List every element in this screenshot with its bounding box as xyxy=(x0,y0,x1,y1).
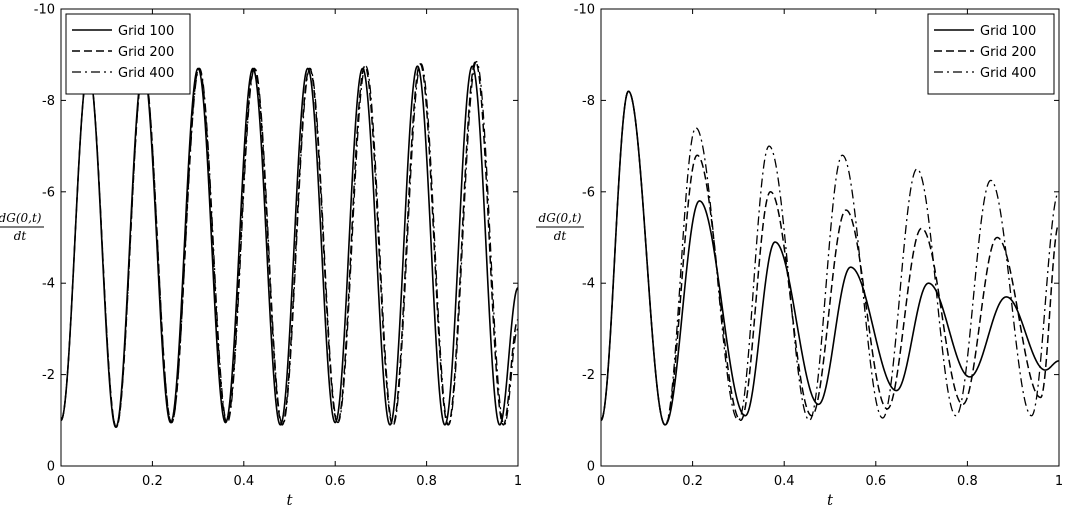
x-tick-label: 0.4 xyxy=(774,474,795,489)
y-axis-label-denominator: dt xyxy=(554,229,567,243)
legend-entry-label: Grid 100 xyxy=(980,24,1036,39)
x-tick-label: 0.8 xyxy=(957,474,978,489)
left-chart-panel: 0 0.2 0.4 0.6 0.8 1 0 -2 -4 -6 -8 -10 t dG(0,t) dt Grid… xyxy=(0,3,522,509)
y-tick-label: -4 xyxy=(42,277,55,292)
legend-entry-label: Grid 400 xyxy=(118,66,174,81)
y-tick-label: -10 xyxy=(34,3,55,18)
plot-frame xyxy=(600,8,1060,467)
series-group xyxy=(601,90,1059,426)
y-tick-label: -2 xyxy=(42,368,55,383)
legend-box xyxy=(927,13,1055,95)
x-tick-label: 0.8 xyxy=(416,474,437,489)
legend-entry-label: Grid 200 xyxy=(118,45,174,60)
x-tick-label: 0.6 xyxy=(325,474,346,489)
x-axis-label: t xyxy=(286,491,293,509)
y-axis-label-numerator: dG(0,t) xyxy=(539,211,582,225)
x-tick-label: 0.4 xyxy=(233,474,254,489)
right-chart-panel: 0 0.2 0.4 0.6 0.8 1 0 -2 -4 -6 -8 -10 t dG(0,t) dt Grid… xyxy=(536,3,1063,509)
legend-entry-label: Grid 200 xyxy=(980,45,1036,60)
x-tick-label: 0.6 xyxy=(865,474,886,489)
y-tick-label: -6 xyxy=(582,185,595,200)
legend-box xyxy=(65,13,191,95)
y-tick-label: 0 xyxy=(587,460,595,475)
series-line-grid-200 xyxy=(601,90,1059,426)
y-tick-label: -8 xyxy=(42,94,55,109)
x-axis-label: t xyxy=(827,491,834,509)
y-tick-label: 0 xyxy=(47,460,55,475)
y-axis-label-denominator: dt xyxy=(14,229,27,243)
y-tick-label: -8 xyxy=(582,94,595,109)
y-axis-label: dG(0,t) dt xyxy=(536,211,584,243)
legend-entry-label: Grid 100 xyxy=(118,24,174,39)
legend-entry-label: Grid 400 xyxy=(980,66,1036,81)
y-tick-label: -6 xyxy=(42,185,55,200)
y-axis-label: dG(0,t) dt xyxy=(0,211,44,243)
x-tick-label: 0.2 xyxy=(142,474,163,489)
y-axis-label-numerator: dG(0,t) xyxy=(0,211,42,225)
x-tick-label: 0 xyxy=(597,474,605,489)
x-tick-label: 1 xyxy=(1055,474,1063,489)
series-line-grid-400 xyxy=(61,60,518,428)
y-tick-label: -2 xyxy=(582,368,595,383)
y-tick-label: -4 xyxy=(582,277,595,292)
series-group xyxy=(61,60,518,428)
x-tick-label: 1 xyxy=(514,474,522,489)
plot-frame xyxy=(60,8,519,467)
legend: Grid 100 Grid 200 Grid 400 xyxy=(927,13,1055,95)
series-line-grid-400 xyxy=(601,90,1059,426)
legend: Grid 100 Grid 200 Grid 400 xyxy=(65,13,191,95)
x-tick-label: 0.2 xyxy=(682,474,703,489)
y-tick-label: -10 xyxy=(574,3,595,18)
x-tick-label: 0 xyxy=(57,474,65,489)
series-line-grid-100 xyxy=(601,90,1059,426)
